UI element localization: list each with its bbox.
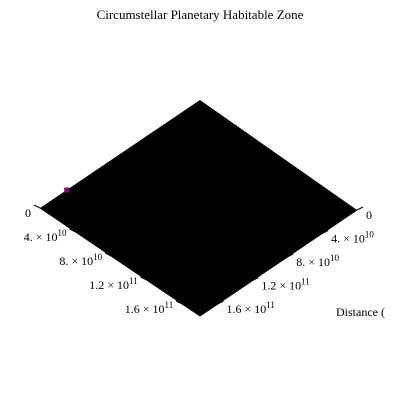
tick-label: 4. × 1010	[24, 228, 67, 244]
tick-label: 0	[366, 208, 372, 222]
tick-mark	[217, 300, 224, 305]
tick-mark	[286, 253, 294, 258]
tick-label: 0	[25, 206, 31, 220]
tick-mark	[104, 252, 112, 257]
tick-label: 1.6 × 1011	[125, 300, 173, 316]
chart-title: Circumstellar Planetary Habitable Zone	[97, 7, 304, 22]
tick-mark	[252, 277, 259, 282]
tick-mark	[33, 204, 41, 209]
axis-label-distance: Distance (	[336, 305, 385, 319]
tick-mark	[356, 206, 364, 211]
tick-label: 1.2 × 1011	[89, 276, 137, 292]
tick-label: 8. × 1010	[296, 253, 339, 269]
tick-mark	[69, 228, 76, 233]
tick-label: 4. × 1010	[331, 230, 374, 246]
left-axis-line	[39, 207, 201, 317]
tick-mark	[321, 230, 329, 235]
tick-mark	[140, 276, 147, 281]
right-axis-line	[199, 209, 358, 317]
surface-plane	[40, 100, 357, 316]
left-axis: 0 4. × 1010 8. × 1010 1.2 × 1011 1.6 × 1011	[24, 204, 201, 317]
tick-label: 8. × 1010	[59, 252, 102, 268]
tick-label: 1.6 × 1011	[226, 300, 274, 316]
tick-mark	[175, 300, 183, 305]
data-point-marker	[64, 187, 70, 193]
right-axis: 0 4. × 1010 8. × 1010 1.2 × 1011 1.6 × 1011	[199, 206, 374, 317]
tick-label: 1.2 × 1011	[261, 277, 309, 293]
